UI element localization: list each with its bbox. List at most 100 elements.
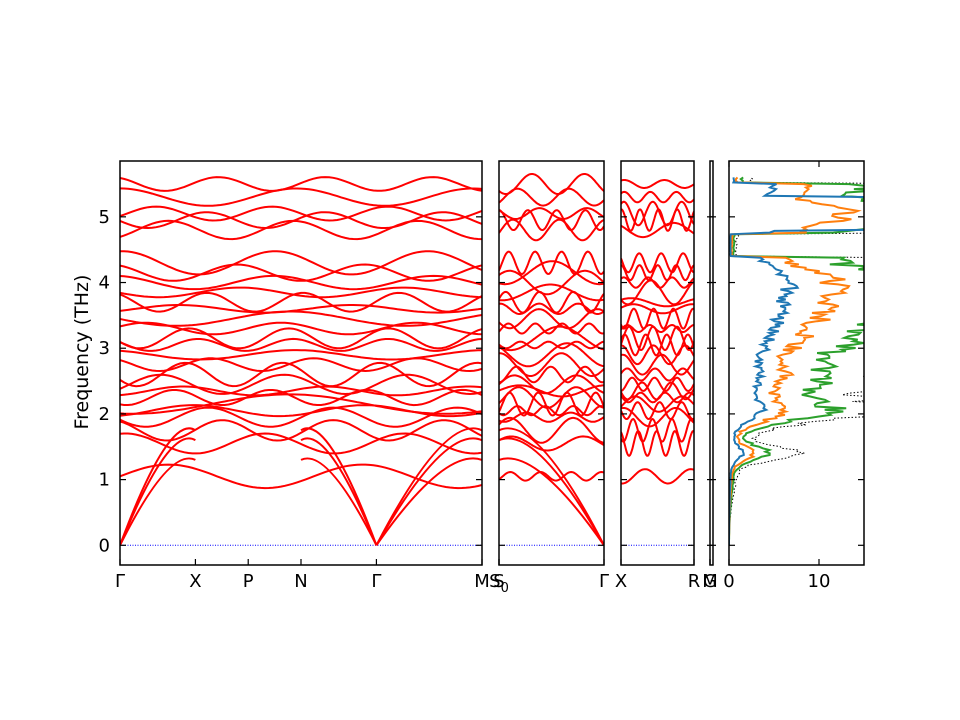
acoustic-band xyxy=(300,437,378,546)
acoustic-band xyxy=(375,427,482,546)
band-line xyxy=(621,179,694,189)
y-tick-label: 0 xyxy=(99,535,110,556)
band-line xyxy=(120,205,482,222)
band-line xyxy=(120,388,482,407)
band-line xyxy=(621,208,694,232)
band-line xyxy=(499,342,604,368)
x-tick-label: R xyxy=(688,571,701,592)
band-line xyxy=(621,407,694,428)
band-line xyxy=(621,200,694,227)
band-line xyxy=(621,353,694,376)
band-line xyxy=(621,303,694,315)
band-line xyxy=(120,219,482,241)
band-line xyxy=(621,323,694,333)
y-tick-label: 2 xyxy=(99,404,110,425)
band-line xyxy=(499,416,604,444)
y-tick-label: 3 xyxy=(99,338,110,359)
band-line xyxy=(120,393,482,415)
acoustic-band xyxy=(375,457,482,546)
band-line xyxy=(499,173,604,195)
x-tick-label: Γ xyxy=(115,571,125,592)
band-line xyxy=(499,290,604,314)
band-panel-2: SS0 Γ xyxy=(489,160,609,596)
x-tick-label: Γ xyxy=(371,571,381,592)
dos-curves xyxy=(729,176,864,546)
band-line xyxy=(499,207,604,221)
band-line xyxy=(499,411,604,423)
panel-frame xyxy=(498,160,605,566)
x-tick-label: G xyxy=(703,571,717,592)
x-tick-label: S xyxy=(493,571,504,592)
band-line xyxy=(120,432,482,455)
acoustic-band xyxy=(120,427,196,546)
band-line xyxy=(621,381,694,401)
y-tick-label: 4 xyxy=(99,273,110,294)
band-line xyxy=(621,468,694,485)
band-line xyxy=(621,401,694,421)
acoustic-band xyxy=(499,437,604,546)
band-line xyxy=(120,357,482,373)
x-tick-label: S0 xyxy=(489,571,509,596)
band-panel-4: GM xyxy=(702,160,718,592)
band-line xyxy=(120,419,482,442)
band-line xyxy=(621,307,694,330)
x-tick-label: M xyxy=(474,571,490,592)
band-line xyxy=(120,176,482,192)
band-line xyxy=(499,391,604,417)
band-line xyxy=(621,325,694,352)
band-line xyxy=(621,429,694,457)
band-line xyxy=(120,211,482,230)
band-line xyxy=(120,337,482,352)
band-line xyxy=(621,367,694,382)
y-tick-label: 1 xyxy=(99,470,110,491)
dos-x-tick-label: 0 xyxy=(723,571,734,592)
acoustic-band xyxy=(300,427,378,546)
band-line xyxy=(621,279,694,306)
band-line xyxy=(120,291,482,313)
dos-projected-curve-3 xyxy=(729,176,864,546)
band-line xyxy=(621,221,694,239)
bands-group-1 xyxy=(120,176,482,546)
band-line xyxy=(621,297,694,308)
band-line xyxy=(499,352,604,377)
band-line xyxy=(120,310,482,327)
y-tick-label: 5 xyxy=(99,207,110,228)
band-line xyxy=(499,209,604,232)
band-line xyxy=(499,435,604,452)
band-line xyxy=(120,361,482,388)
dos-x-tick-label: 10 xyxy=(808,571,831,592)
x-tick-label: N xyxy=(294,571,307,592)
band-line xyxy=(499,308,604,330)
band-line xyxy=(120,286,482,299)
band-line xyxy=(120,349,482,361)
dos-projected-curve-1 xyxy=(729,177,864,546)
band-line xyxy=(499,250,604,276)
band-line xyxy=(621,333,694,357)
band-line xyxy=(499,218,604,242)
band-line xyxy=(621,190,694,204)
panel-frame xyxy=(620,160,695,566)
band-line xyxy=(499,302,604,316)
band-line xyxy=(120,385,482,397)
band-line xyxy=(120,321,482,336)
acoustic-band xyxy=(499,427,604,546)
band-panel-1: 0 1 2 3 4 5 Γ X P N Γ M xyxy=(99,160,490,592)
acoustic-band xyxy=(375,437,482,546)
band-line xyxy=(499,470,604,482)
band-line xyxy=(499,260,604,286)
band-line xyxy=(499,386,604,409)
x-tick-label: X xyxy=(189,571,201,592)
band-line xyxy=(120,463,482,490)
band-line xyxy=(120,327,482,350)
x-tick-label: M xyxy=(702,571,718,592)
dos-panel: 0 10 xyxy=(723,160,865,592)
band-line xyxy=(621,417,694,443)
band-line xyxy=(499,325,604,352)
y-axis-label: Frequency (THz) xyxy=(71,275,93,430)
acoustic-band xyxy=(499,457,604,546)
band-line xyxy=(499,322,604,335)
x-tick-label: X xyxy=(615,571,627,592)
acoustic-band xyxy=(120,457,196,546)
band-line xyxy=(621,264,694,282)
